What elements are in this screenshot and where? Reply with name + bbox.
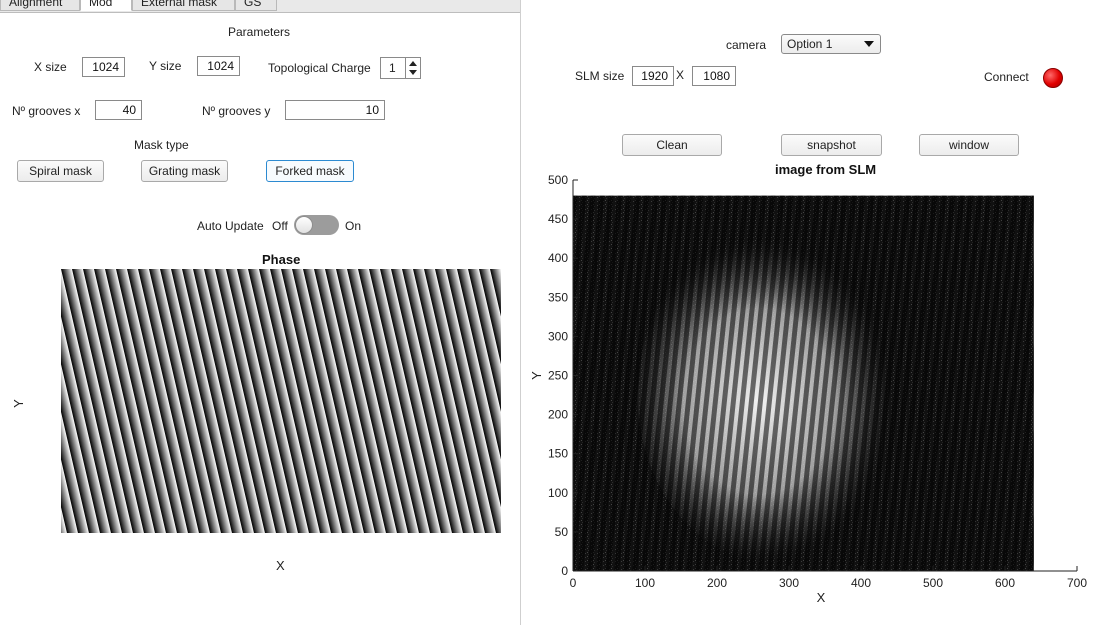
x-tick-label: 300: [779, 576, 799, 590]
grooves-x-field[interactable]: 40: [95, 100, 142, 120]
slm-height-field[interactable]: 1080: [692, 66, 736, 86]
x-size-field[interactable]: 1024: [82, 57, 125, 77]
camera-dropdown[interactable]: Option 1: [781, 34, 881, 54]
spin-up-icon[interactable]: [409, 61, 417, 66]
x-tick-label: 600: [995, 576, 1015, 590]
tab-alignment[interactable]: Alignment: [0, 0, 80, 11]
chart-title: image from SLM: [775, 162, 877, 177]
y-tick-label: 300: [548, 329, 568, 343]
window-button[interactable]: window: [919, 134, 1019, 156]
spinner-arrows[interactable]: [405, 58, 420, 78]
slm-width-field[interactable]: 1920: [632, 66, 674, 86]
auto-update-toggle[interactable]: [294, 215, 339, 235]
connect-label: Connect: [984, 70, 1029, 84]
y-tick-label: 250: [548, 369, 568, 383]
auto-update-on-label: On: [345, 219, 362, 233]
y-tick-label: 500: [548, 173, 568, 187]
x-tick-label: 700: [1067, 576, 1087, 590]
phase-y-axis-label: Y: [10, 399, 26, 408]
y-tick-label: 0: [561, 564, 568, 578]
slm-size-separator: X: [676, 68, 685, 82]
y-size-field[interactable]: 1024: [197, 56, 240, 76]
grating-mask-button[interactable]: Grating mask: [141, 160, 228, 182]
camera-label: camera: [726, 38, 767, 52]
x-tick-label: 400: [851, 576, 871, 590]
grooves-y-label: Nº grooves y: [202, 104, 271, 118]
slm-image-chart: 0 100 200 300 400 500 600 700 0 50 100 150 200 250 300…: [530, 173, 1087, 605]
mod-panel: Alignment Mod External mask GS Parameter…: [0, 0, 521, 625]
snapshot-button[interactable]: snapshot: [781, 134, 882, 156]
y-tick-label: 100: [548, 486, 568, 500]
tab-mod[interactable]: Mod: [80, 0, 132, 11]
y-size-label: Y size: [149, 59, 182, 73]
grooves-x-label: Nº grooves x: [12, 104, 81, 118]
topological-charge-label: Topological Charge: [268, 61, 371, 75]
y-tick-label: 50: [555, 525, 569, 539]
tab-bar: Alignment Mod External mask GS: [0, 0, 520, 13]
connect-status-lamp[interactable]: [1043, 68, 1063, 88]
phase-image: [61, 269, 501, 533]
mask-type-heading: Mask type: [134, 138, 189, 152]
topological-charge-value: 1: [389, 61, 396, 75]
x-tick-label: 500: [923, 576, 943, 590]
auto-update-off-label: Off: [272, 219, 288, 233]
clean-button[interactable]: Clean: [622, 134, 722, 156]
tab-gs[interactable]: GS: [235, 0, 277, 11]
chevron-down-icon[interactable]: [864, 41, 874, 47]
camera-selected-value: Option 1: [787, 37, 833, 51]
spiral-mask-button[interactable]: Spiral mask: [17, 160, 104, 182]
x-size-label: X size: [34, 60, 67, 74]
toggle-knob[interactable]: [295, 216, 313, 234]
y-tick-label: 200: [548, 408, 568, 422]
spin-down-icon[interactable]: [409, 70, 417, 75]
chart-y-axis-label: Y: [530, 371, 544, 380]
y-tick-label: 350: [548, 290, 568, 304]
forked-mask-button[interactable]: Forked mask: [266, 160, 354, 182]
y-tick-label: 400: [548, 251, 568, 265]
chart-x-axis-label: X: [817, 590, 826, 605]
x-tick-label: 0: [570, 576, 577, 590]
fringe-stripes: [573, 195, 1034, 571]
phase-plot-title: Phase: [262, 252, 301, 267]
grooves-y-field[interactable]: 10: [285, 100, 385, 120]
tab-external-mask[interactable]: External mask: [132, 0, 235, 11]
parameters-heading: Parameters: [228, 25, 291, 39]
x-tick-label: 100: [635, 576, 655, 590]
slm-size-label: SLM size: [575, 69, 625, 83]
y-tick-label: 450: [548, 212, 568, 226]
topological-charge-spinner[interactable]: 1: [380, 57, 421, 79]
x-tick-label: 200: [707, 576, 727, 590]
auto-update-label: Auto Update: [197, 219, 264, 233]
y-tick-label: 150: [548, 447, 568, 461]
phase-x-axis-label: X: [276, 558, 285, 573]
